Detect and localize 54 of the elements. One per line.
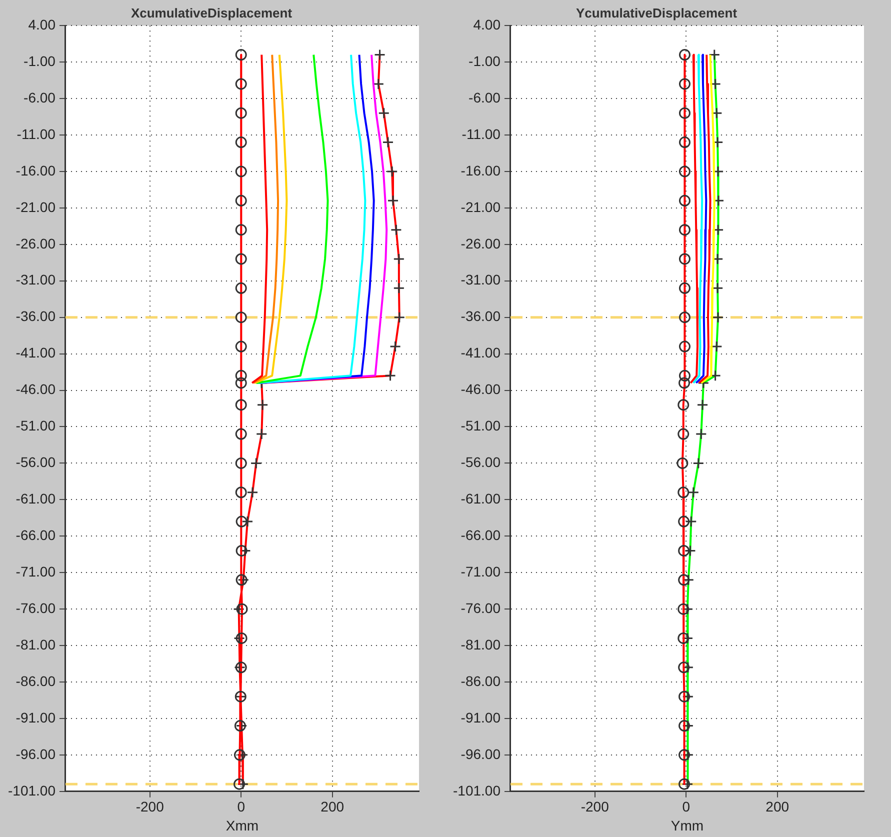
- y-tick-label: -101.00: [8, 782, 56, 798]
- y-tick-label: 4.00: [28, 16, 56, 32]
- y-tick-label: -21.00: [16, 198, 56, 215]
- x-axis-title: Ymm: [670, 817, 704, 834]
- y-tick-label: -56.00: [16, 454, 56, 470]
- y-tick-label: -6.00: [24, 89, 56, 106]
- y-tick-label: -101.00: [453, 782, 501, 798]
- y-tick-label: -86.00: [16, 672, 56, 689]
- x-tick-label: 0: [682, 798, 690, 815]
- y-tick-label: -76.00: [16, 600, 56, 616]
- y-tick-label: -66.00: [460, 526, 501, 543]
- y-tick-label: -86.00: [460, 672, 501, 689]
- x-tick-label: 200: [766, 798, 790, 815]
- x-tick-label: 0: [237, 798, 246, 815]
- x-tick-label: -200: [580, 798, 610, 815]
- y-tick-label: -26.00: [16, 235, 56, 252]
- y-tick-label: -46.00: [460, 381, 501, 398]
- y-tick-label: -46.00: [16, 381, 56, 398]
- y-tick-label: -11.00: [16, 126, 56, 142]
- y-tick-label: -31.00: [460, 272, 501, 288]
- x-tick-label: -200: [136, 798, 164, 815]
- y-tick-label: -16.00: [16, 162, 56, 178]
- y-tick-label: -36.00: [460, 308, 501, 324]
- y-tick-label: -26.00: [460, 235, 501, 252]
- y-tick-label: -91.00: [16, 709, 56, 726]
- y-tick-label: -6.00: [468, 89, 501, 106]
- y-tick-label: -81.00: [460, 636, 501, 652]
- x-axis-title: Xmm: [226, 817, 259, 834]
- y-tick-label: -31.00: [16, 272, 56, 288]
- y-tick-label: -16.00: [460, 162, 501, 178]
- y-tick-label: -76.00: [460, 600, 501, 616]
- y-tick-label: -71.00: [16, 563, 56, 580]
- y-tick-label: -1.00: [24, 52, 56, 69]
- chart-title: XcumulativeDisplacement: [130, 5, 293, 20]
- y-tick-label: -71.00: [460, 563, 501, 580]
- y-tick-label: -11.00: [462, 126, 501, 142]
- x-tick-label: 200: [320, 798, 344, 815]
- y-tick-label: -1.00: [468, 52, 501, 69]
- y-tick-label: -66.00: [16, 526, 56, 543]
- y-tick-label: -36.00: [16, 308, 56, 324]
- y-tick-label: 4.00: [473, 16, 501, 32]
- y-tick-label: -51.00: [460, 418, 501, 434]
- y-tick-label: -91.00: [460, 709, 501, 726]
- y-tick-label: -81.00: [16, 636, 56, 652]
- y-tick-label: -41.00: [460, 344, 501, 361]
- y-tick-label: -61.00: [16, 490, 56, 507]
- y-tick-label: -21.00: [460, 198, 501, 215]
- y-tick-label: -61.00: [460, 490, 501, 507]
- y-tick-label: -56.00: [460, 454, 501, 470]
- y-tick-label: -51.00: [16, 418, 56, 434]
- y-tick-label: -96.00: [16, 746, 56, 762]
- y-tick-label: -96.00: [460, 746, 501, 762]
- y-tick-label: -41.00: [16, 344, 56, 361]
- chart-title: YcumulativeDisplacement: [576, 5, 738, 20]
